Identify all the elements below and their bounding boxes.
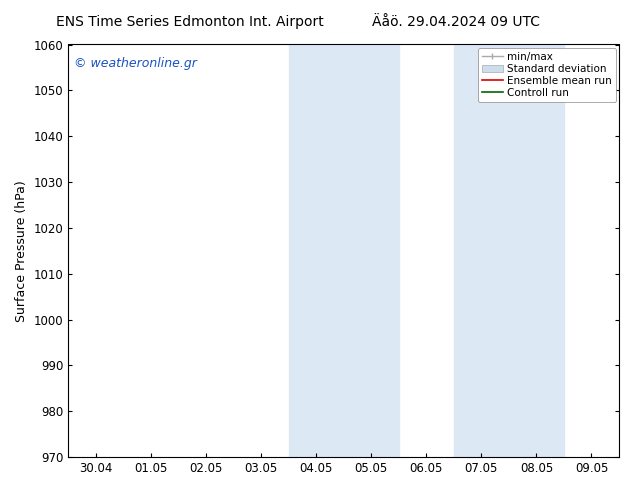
Bar	[509, 45, 564, 457]
Bar	[344, 45, 399, 457]
Text: ENS Time Series Edmonton Int. Airport: ENS Time Series Edmonton Int. Airport	[56, 15, 324, 29]
Bar	[454, 45, 509, 457]
Legend: min/max, Standard deviation, Ensemble mean run, Controll run: min/max, Standard deviation, Ensemble me…	[478, 48, 616, 102]
Text: Äåö. 29.04.2024 09 UTC: Äåö. 29.04.2024 09 UTC	[373, 15, 540, 29]
Y-axis label: Surface Pressure (hPa): Surface Pressure (hPa)	[15, 180, 28, 322]
Bar	[288, 45, 344, 457]
Text: © weatheronline.gr: © weatheronline.gr	[74, 57, 197, 70]
